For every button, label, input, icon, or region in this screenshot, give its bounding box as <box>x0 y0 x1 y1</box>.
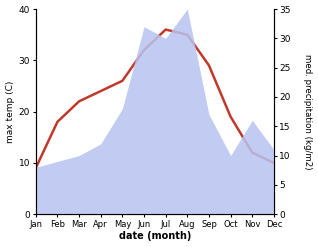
Y-axis label: med. precipitation (kg/m2): med. precipitation (kg/m2) <box>303 54 313 169</box>
X-axis label: date (month): date (month) <box>119 231 191 242</box>
Y-axis label: max temp (C): max temp (C) <box>5 80 15 143</box>
